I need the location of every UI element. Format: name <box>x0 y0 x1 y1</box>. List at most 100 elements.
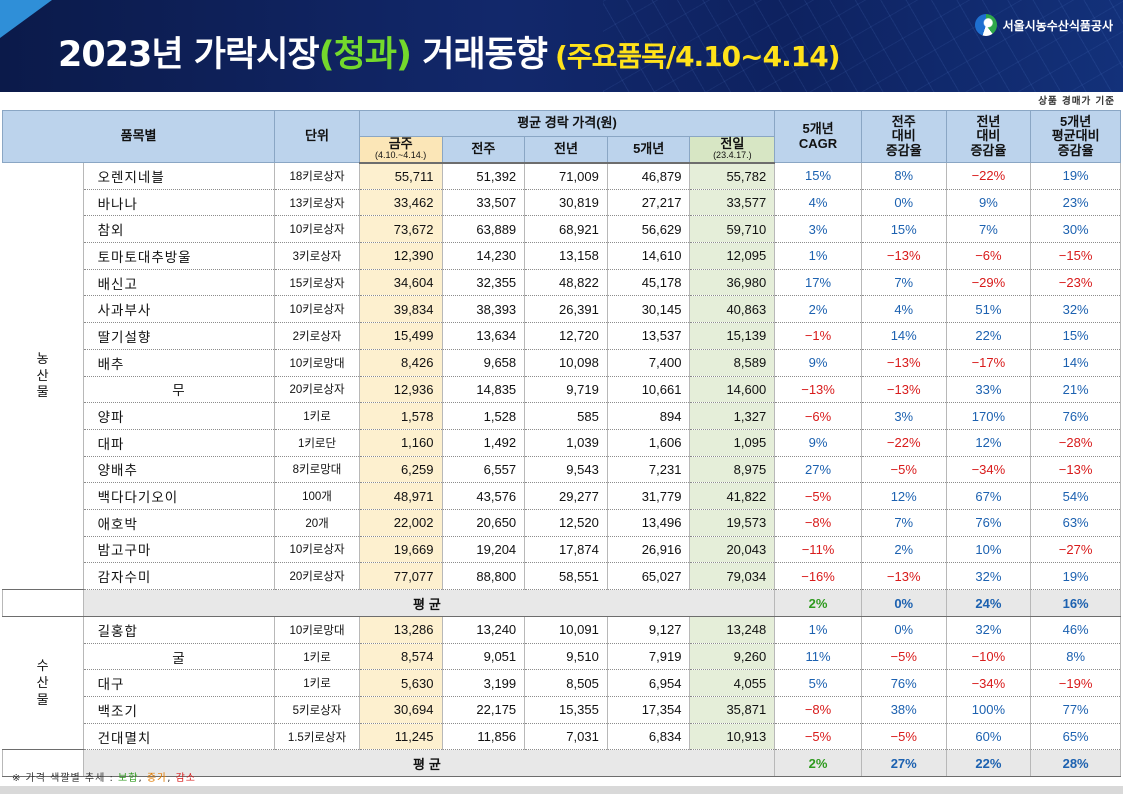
rate-yoy: 32% <box>945 562 1032 590</box>
legend-sep-1: , <box>138 773 147 784</box>
item-name: 오렌지네블 <box>82 162 276 190</box>
price-this-week: 12,936 <box>358 376 443 404</box>
rate-yoy: 100% <box>945 696 1032 724</box>
price-prev-year: 30,819 <box>524 189 608 217</box>
group-spacer <box>2 589 84 617</box>
item-name: 딸기설향 <box>82 322 276 350</box>
price-prev-day: 8,975 <box>689 456 776 484</box>
price-prev-day: 9,260 <box>689 643 776 671</box>
rate-wow: 8% <box>860 162 947 190</box>
item-name: 길홍합 <box>82 616 276 644</box>
rate-yoy: 12% <box>945 429 1032 457</box>
price-five-year: 7,919 <box>606 643 691 671</box>
price-prev-week: 38,393 <box>441 295 526 324</box>
price-prev-day: 14,600 <box>689 376 776 404</box>
rate-wow: −13% <box>860 376 947 404</box>
title-subtitle: (주요품목/4.10~4.14) <box>555 40 840 73</box>
item-unit: 10키로망대 <box>274 616 360 644</box>
rate-cagr: 4% <box>774 189 862 217</box>
rate-cagr: −5% <box>774 482 862 510</box>
price-prev-week: 88,800 <box>441 562 526 590</box>
org-logo: 서울시농수산식품공사 <box>974 14 1113 36</box>
price-five-year: 27,217 <box>606 189 691 217</box>
table-row: 사과부사 10키로상자 39,834 38,393 26,391 30,145 40,863… <box>3 295 1121 324</box>
rate-vs5: 19% <box>1030 562 1121 590</box>
average-row: 평균 2% 0% 24% 16% <box>2 589 1121 617</box>
header-five-year: 5개년 <box>606 136 691 164</box>
price-prev-day: 13,248 <box>689 616 776 644</box>
header-yoy-line3: 증감율 <box>970 142 1007 158</box>
rate-wow: 4% <box>860 295 947 324</box>
header-wow: 전주 대비 증감율 <box>860 110 947 163</box>
rate-cagr: 11% <box>774 643 862 671</box>
price-five-year: 65,027 <box>606 562 691 590</box>
price-five-year: 26,916 <box>606 536 691 564</box>
price-prev-year: 7,031 <box>524 723 608 751</box>
table-row: 참외 10키로상자 73,672 63,889 68,921 56,629 59,710 3%… <box>3 215 1121 244</box>
item-unit: 10키로상자 <box>274 295 360 324</box>
price-prev-year: 15,355 <box>524 696 608 724</box>
rate-vs5: 8% <box>1030 643 1121 671</box>
header-cagr: 5개년 CAGR <box>774 110 862 163</box>
price-prev-year: 26,391 <box>524 295 608 324</box>
table-row: 백조기 5키로상자 30,694 22,175 15,355 17,354 35,871 −8… <box>3 696 1121 724</box>
price-this-week: 73,672 <box>358 215 443 244</box>
banner-decoration <box>603 0 1123 92</box>
price-five-year: 1,606 <box>606 429 691 457</box>
rate-cagr: 1% <box>774 616 862 644</box>
price-this-week: 8,426 <box>358 349 443 377</box>
item-name: 양파 <box>82 402 276 430</box>
price-five-year: 6,834 <box>606 723 691 751</box>
header-vs5-line2: 평균대비 <box>1051 128 1100 144</box>
rate-cagr: 9% <box>774 349 862 377</box>
avg-yoy: 24% <box>945 589 1032 617</box>
price-five-year: 9,127 <box>606 616 691 644</box>
item-name: 무 <box>82 376 276 404</box>
item-name: 바나나 <box>82 189 276 217</box>
rate-wow: 38% <box>860 696 947 724</box>
table-row: 토마토대추방울 3키로상자 12,390 14,230 13,158 14,610 12,0… <box>3 242 1121 270</box>
header-this-week: 금주 (4.10.~4.14.) <box>358 136 443 164</box>
table-body: 농 산 물 오렌지네블 18키로상자 55,711 51,392 71,009 46,879… <box>2 162 1121 778</box>
price-prev-day: 59,710 <box>689 215 776 244</box>
rate-vs5: 15% <box>1030 322 1121 350</box>
rate-cagr: −11% <box>774 536 862 564</box>
legend-down: 감소 <box>175 773 196 784</box>
rate-wow: 0% <box>860 189 947 217</box>
item-unit: 1키로 <box>274 669 360 698</box>
item-unit: 100개 <box>274 482 360 510</box>
price-this-week: 6,259 <box>358 456 443 484</box>
rate-yoy: 32% <box>945 616 1032 644</box>
price-prev-week: 11,856 <box>441 723 526 751</box>
rate-yoy: 10% <box>945 536 1032 564</box>
rate-cagr: −8% <box>774 509 862 537</box>
price-prev-day: 33,577 <box>689 189 776 217</box>
price-this-week: 15,499 <box>358 322 443 350</box>
item-name: 참외 <box>82 215 276 244</box>
price-prev-day: 4,055 <box>689 669 776 698</box>
rate-vs5: −27% <box>1030 536 1121 564</box>
price-this-week: 33,462 <box>358 189 443 217</box>
average-label: 평균 <box>82 589 776 617</box>
header-vs5-line3: 증감율 <box>1057 142 1094 158</box>
price-this-week: 34,604 <box>358 269 443 297</box>
price-five-year: 14,610 <box>606 242 691 270</box>
item-unit: 15키로상자 <box>274 269 360 297</box>
table-row: 수 산 물 길홍합 10키로망대 13,286 13,240 10,091 9,127 13,… <box>2 616 1121 751</box>
header-prev-day: 전일 (23.4.17.) <box>689 136 776 164</box>
rate-yoy: 9% <box>945 189 1032 217</box>
price-prev-day: 20,043 <box>689 536 776 564</box>
item-unit: 20개 <box>274 509 360 537</box>
table-row: 배신고 15키로상자 34,604 32,355 48,822 45,178 36,980 1… <box>3 269 1121 297</box>
rate-yoy: 76% <box>945 509 1032 537</box>
item-unit: 8키로망대 <box>274 456 360 484</box>
table-row: 밤고구마 10키로상자 19,669 19,204 17,874 26,916 20,043… <box>3 536 1121 564</box>
price-five-year: 13,537 <box>606 322 691 350</box>
rate-yoy: −34% <box>945 669 1032 698</box>
item-name: 배추 <box>82 349 276 377</box>
header-prev-year: 전년 <box>524 136 608 164</box>
avg-wow: 27% <box>860 749 947 778</box>
item-name: 굴 <box>82 643 276 671</box>
avg-vs5: 16% <box>1030 589 1121 617</box>
rate-yoy: 67% <box>945 482 1032 510</box>
